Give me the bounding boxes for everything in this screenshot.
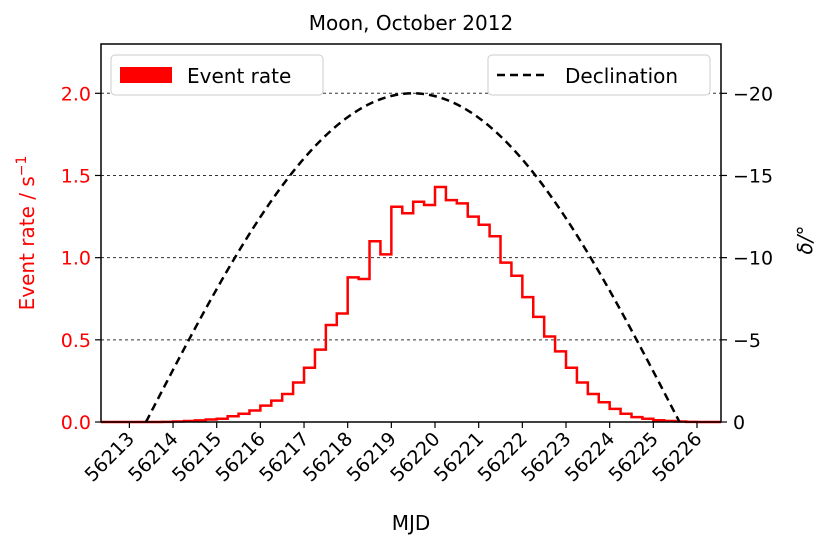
grid-lines xyxy=(101,92,721,341)
y-right-tick-label: −10 xyxy=(733,248,773,270)
y-left-tick-label: 2.0 xyxy=(61,83,91,105)
y-right-tick-label: −5 xyxy=(733,330,761,352)
y-right-tick-label: −20 xyxy=(733,83,773,105)
x-tick-label: 56226 xyxy=(648,428,706,486)
left-y-axis: 0.0 0.5 1.0 1.5 2.0 xyxy=(61,83,101,434)
y-left-tick-label: 1.5 xyxy=(61,165,91,187)
y-right-tick-label: 0 xyxy=(733,412,745,434)
series-layer xyxy=(101,92,721,424)
chart-title: Moon, October 2012 xyxy=(309,11,513,35)
left-y-axis-label: Event rate / s−1 xyxy=(14,156,39,311)
right-y-axis-label: δ/° xyxy=(793,226,817,255)
y-left-tick-label: 0.0 xyxy=(61,412,91,434)
left-y-axis-label-sup: −1 xyxy=(14,156,30,177)
x-axis-label: MJD xyxy=(392,511,431,535)
right-y-axis: 0 −5 −10 −15 −20 xyxy=(721,83,773,434)
y-right-tick-label: −15 xyxy=(733,165,773,187)
left-y-axis-label-text: Event rate / s xyxy=(15,176,39,310)
y-left-tick-label: 1.0 xyxy=(61,248,91,270)
declination-series xyxy=(144,92,681,423)
event-rate-series xyxy=(101,185,721,424)
x-axis: 5621356214562155621656217562185621956220… xyxy=(81,422,707,486)
plot-frame xyxy=(100,43,722,423)
legend-event-rate-label: Event rate xyxy=(187,64,291,88)
legend-event-rate: Event rate xyxy=(110,54,324,96)
legend-declination: Declination xyxy=(487,54,711,96)
legend-declination-label: Declination xyxy=(565,64,678,88)
legend-event-rate-swatch xyxy=(120,67,172,83)
y-left-tick-label: 0.5 xyxy=(61,330,91,352)
